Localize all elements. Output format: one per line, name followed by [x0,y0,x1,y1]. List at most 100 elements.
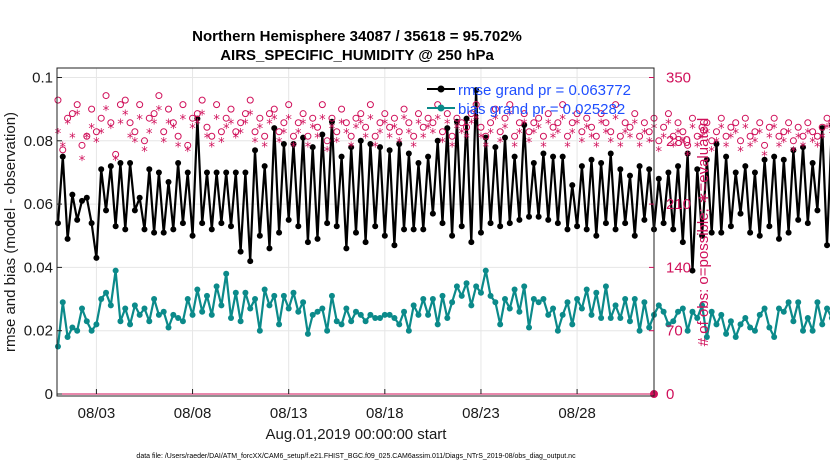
evaluated-obs-point: * [338,118,345,133]
evaluated-obs-point: * [141,145,148,160]
possible-obs-point [333,128,341,136]
rmse-point [324,220,331,227]
possible-obs-point [217,128,225,136]
bias-point [487,292,494,299]
rmse-point [107,163,114,170]
bias-point [588,311,595,318]
bias-point [703,334,710,341]
evaluated-obs-point: * [766,131,773,146]
bias-point [718,311,725,318]
evaluated-obs-point: * [386,131,393,146]
bias-point [372,315,379,322]
evaluated-obs-point: * [199,109,206,124]
possible-obs-point [198,96,206,104]
possible-obs-point [789,137,797,145]
evaluated-obs-point: * [732,127,739,142]
possible-obs-point [655,137,663,145]
possible-obs-point [693,132,701,140]
possible-obs-point [535,114,543,122]
possible-obs-point [751,128,759,136]
evaluated-obs-point: * [641,127,648,142]
rmse-point [727,223,734,230]
rmse-point [381,232,388,239]
evaluated-obs-point: * [146,127,153,142]
evaluated-obs-point: * [603,127,610,142]
evaluated-obs-point: * [410,140,417,155]
bias-point [285,305,292,312]
evaluated-obs-point: * [511,140,518,155]
evaluated-obs-point: * [55,127,62,142]
y-tick-label: 0 [45,386,53,403]
possible-obs-point [616,132,624,140]
bias-point [122,305,129,312]
evaluated-obs-point: * [454,122,461,137]
bias-point [506,305,513,312]
bias-point [434,321,441,328]
possible-obs-point [169,119,177,127]
possible-obs-point [477,123,485,131]
possible-obs-point [140,137,148,145]
evaluated-obs-point: * [814,140,821,155]
evaluated-obs-point: * [752,136,759,151]
bias-point [694,315,701,322]
possible-obs-point [347,132,355,140]
rmse-point [756,232,763,239]
bias-point [453,283,460,290]
rmse-point [578,163,585,170]
possible-obs-point [525,128,533,136]
bias-point [184,296,191,303]
y-tick-label-right: 140 [666,259,691,276]
possible-obs-point [92,128,100,136]
possible-obs-point [371,132,379,140]
rmse-point [357,137,364,144]
bias-point [458,292,465,299]
evaluated-obs-point: * [771,122,778,137]
possible-obs-point [251,128,259,136]
bias-point [751,327,758,334]
bias-point [362,318,369,325]
evaluated-obs-point: * [415,118,422,133]
evaluated-obs-point: * [824,122,830,137]
rmse-point [780,156,787,163]
bias-point [602,283,609,290]
rmse-point [117,159,124,166]
rmse-point [280,140,287,147]
evaluated-obs-point: * [300,118,307,133]
bias-point [391,315,398,322]
bias-point [242,289,249,296]
evaluated-obs-point: * [468,118,475,133]
evaluated-obs-point: * [559,113,566,128]
rmse-point [295,223,302,230]
evaluated-obs-point: * [358,118,365,133]
possible-obs-point [722,132,730,140]
evaluated-obs-point: * [761,149,768,164]
evaluated-obs-point: * [233,131,240,146]
possible-obs-point [352,114,360,122]
rmse-point [266,245,273,252]
bias-point [175,315,182,322]
y-tick-label-right: 70 [666,323,683,340]
evaluated-obs-point: * [670,140,677,155]
rmse-point [569,182,576,189]
rmse-point [160,229,167,236]
rmse-point [487,220,494,227]
bias-point [213,283,220,290]
possible-obs-point [515,119,523,127]
rmse-point [737,210,744,217]
evaluated-obs-point: * [627,131,634,146]
bias-point [468,302,475,309]
evaluated-obs-point: * [276,136,283,151]
evaluated-obs-point: * [502,122,509,137]
possible-obs-point [419,123,427,131]
rmse-point [742,163,749,170]
bias-point [348,318,355,325]
y-tick-label-right: 280 [666,133,691,150]
possible-obs-point [708,137,716,145]
possible-obs-point [621,119,629,127]
possible-obs-point [472,101,480,109]
rmse-point [631,232,638,239]
bias-point [463,280,470,287]
evaluated-obs-point: * [170,122,177,137]
evaluated-obs-point: * [314,131,321,146]
rmse-point [751,169,758,176]
